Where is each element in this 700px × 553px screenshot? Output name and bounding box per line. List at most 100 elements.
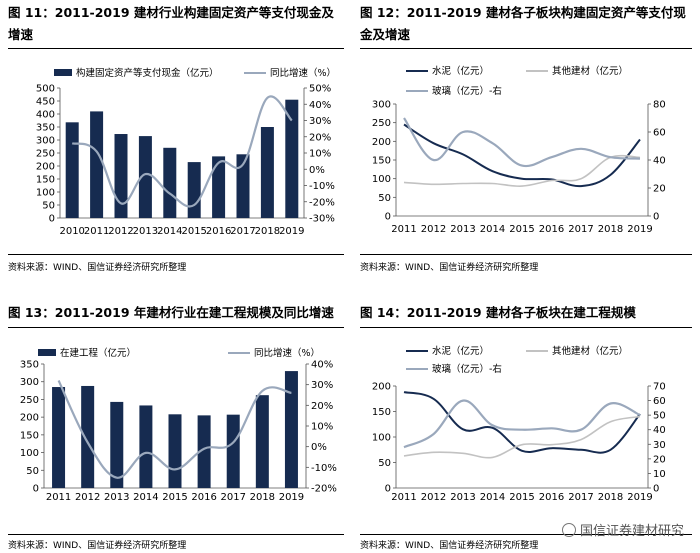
fig11-bar xyxy=(90,111,104,218)
fig13-legend-line-label: 同比增速（%） xyxy=(254,347,320,359)
wechat-logo-icon xyxy=(561,522,576,537)
fig11-x-tick-label: 2012 xyxy=(108,226,133,237)
fig14-legend-label-0: 水泥（亿元） xyxy=(432,345,489,357)
fig12-x-tick-label: 2019 xyxy=(627,224,652,235)
fig11-bar xyxy=(260,127,274,218)
fig13-left-tick-label: 300 xyxy=(20,377,39,388)
fig11-x-tick-label: 2016 xyxy=(206,226,231,237)
fig11-legend-bar-label: 构建固定资产等支付现金（亿元） xyxy=(76,67,219,79)
fig11-bar xyxy=(138,136,152,218)
fig11-x-tick-label: 2014 xyxy=(157,226,182,237)
fig11-x-tick-label: 2011 xyxy=(84,226,109,237)
fig14-x-tick-label: 2014 xyxy=(480,492,505,503)
fig13-bar xyxy=(284,371,298,488)
fig11-right-tick-label: -10% xyxy=(309,181,335,192)
fig12-x-tick-label: 2013 xyxy=(450,224,475,235)
fig11-x-tick-label: 2015 xyxy=(181,226,206,237)
fig11-right-tick-label: 10% xyxy=(309,149,331,160)
figure-14-chart: 0 50 100 150 200 0 10 20 30 40 50 60 70 2011 2012 2013 2… xyxy=(372,345,666,503)
figure-14: 图 14：2011-2019 建材各子板块在建工程规模 0 50 100 150 200… xyxy=(360,300,692,553)
fig12-x-tick-label: 2018 xyxy=(598,224,623,235)
figure-13-chart: 0 50 100 150 200 250 300 350 -20% -10% 0% 10% 20% 30%… xyxy=(20,347,337,503)
fig12-left-tick-label: 150 xyxy=(372,156,391,167)
fig11-right-tick-label: -20% xyxy=(309,197,335,208)
fig14-right-tick-label: 10 xyxy=(653,469,666,480)
fig14-x-tick-label: 2019 xyxy=(627,492,652,503)
figure-11-source: 资料来源：WIND、国信证券经济研究所整理 xyxy=(8,263,187,273)
figure-11-bottom-rule xyxy=(8,254,344,255)
fig12-left-tick-label: 200 xyxy=(372,137,391,148)
fig11-right-tick-label: 40% xyxy=(309,100,331,111)
figure-13: 图 13：2011-2019 年建材行业在建工程规模及同比增速 0 50 100 15… xyxy=(8,300,344,553)
fig13-bar xyxy=(168,414,182,488)
fig11-bar xyxy=(212,156,226,218)
fig14-series-line-1 xyxy=(403,415,641,459)
fig11-left-tick-label: 100 xyxy=(36,188,55,199)
fig11-x-tick-label: 2018 xyxy=(255,226,280,237)
fig11-legend-bar-swatch xyxy=(54,69,72,76)
fig12-left-tick-label: 250 xyxy=(372,118,391,129)
fig12-x-tick-label: 2011 xyxy=(391,224,416,235)
fig11-x-tick-label: 2019 xyxy=(279,226,304,237)
fig14-x-tick-label: 2013 xyxy=(450,492,475,503)
fig13-x-tick-label: 2019 xyxy=(279,492,304,503)
fig13-right-tick-label: -10% xyxy=(311,463,337,474)
fig11-right-tick-label: 50% xyxy=(309,84,331,95)
fig11-bar xyxy=(187,162,201,218)
fig12-x-tick-label: 2015 xyxy=(509,224,534,235)
fig11-legend-line-label: 同比增速（%） xyxy=(270,67,336,79)
fig14-right-tick-label: 50 xyxy=(653,411,666,422)
fig13-left-tick-label: 200 xyxy=(20,413,39,424)
fig12-left-tick-label: 0 xyxy=(385,212,391,223)
fig11-growth-line xyxy=(71,95,293,208)
fig11-left-tick-label: 300 xyxy=(36,136,55,147)
figure-12-top-rule xyxy=(360,48,692,49)
figure-11: 图 11：2011-2019 建材行业构建固定资产等支付现金及增速 0 50 100… xyxy=(8,0,344,275)
fig13-legend-bar-swatch xyxy=(38,349,56,356)
fig14-right-tick-label: 30 xyxy=(653,440,666,451)
figure-14-source: 资料来源：WIND、国信证券经济研究所整理 xyxy=(360,541,539,551)
fig14-left-tick-label: 50 xyxy=(378,458,391,469)
fig13-bar xyxy=(139,405,153,488)
fig13-right-tick-label: 30% xyxy=(311,380,333,391)
fig14-series-line-0 xyxy=(403,391,641,454)
fig12-right-tick-label: 80 xyxy=(653,100,666,111)
fig12-series-line-2 xyxy=(403,117,641,168)
fig11-bar xyxy=(65,122,79,218)
fig12-x-tick-label: 2017 xyxy=(568,224,593,235)
fig12-right-tick-label: 0 xyxy=(653,212,659,223)
fig14-right-tick-label: 60 xyxy=(653,396,666,407)
fig14-legend-label-2: 玻璃（亿元）-右 xyxy=(432,363,502,375)
fig14-right-tick-label: 40 xyxy=(653,425,666,436)
fig13-right-tick-label: 20% xyxy=(311,401,333,412)
fig14-left-tick-label: 0 xyxy=(385,484,391,495)
fig12-left-tick-label: 300 xyxy=(372,100,391,111)
figure-14-top-rule xyxy=(360,327,692,328)
fig14-left-tick-label: 100 xyxy=(372,433,391,444)
fig13-right-tick-label: -20% xyxy=(311,484,337,495)
fig13-bar xyxy=(110,401,124,488)
fig14-x-tick-label: 2015 xyxy=(509,492,534,503)
fig14-x-tick-label: 2018 xyxy=(598,492,623,503)
fig12-left-tick-label: 100 xyxy=(372,174,391,185)
figure-11-chart: 0 50 100 150 200 250 300 350 400 450 500 -30% -20% -1… xyxy=(36,67,336,237)
fig13-bar xyxy=(255,395,269,488)
fig11-x-tick-label: 2017 xyxy=(230,226,255,237)
fig11-bar xyxy=(285,99,299,218)
figure-14-title: 图 14：2011-2019 建材各子板块在建工程规模 xyxy=(360,305,636,320)
fig11-left-tick-label: 200 xyxy=(36,162,55,173)
fig11-right-tick-label: 20% xyxy=(309,132,331,143)
fig13-x-tick-label: 2013 xyxy=(104,492,129,503)
fig12-legend-label-1: 其他建材（亿元） xyxy=(552,65,628,77)
fig14-x-tick-label: 2017 xyxy=(568,492,593,503)
fig13-bar xyxy=(197,415,211,488)
figure-12-chart: 0 50 100 150 200 250 300 0 20 40 60 80 2011 2012 2013 2… xyxy=(372,65,666,235)
fig13-x-tick-label: 2014 xyxy=(133,492,158,503)
fig11-left-tick-label: 450 xyxy=(36,97,55,108)
fig11-bar xyxy=(163,147,177,218)
fig13-x-tick-label: 2017 xyxy=(220,492,245,503)
figure-12-source: 资料来源：WIND、国信证券经济研究所整理 xyxy=(360,263,539,273)
fig12-left-tick-label: 50 xyxy=(378,193,391,204)
fig11-bar xyxy=(114,134,128,218)
fig11-left-tick-label: 250 xyxy=(36,149,55,160)
